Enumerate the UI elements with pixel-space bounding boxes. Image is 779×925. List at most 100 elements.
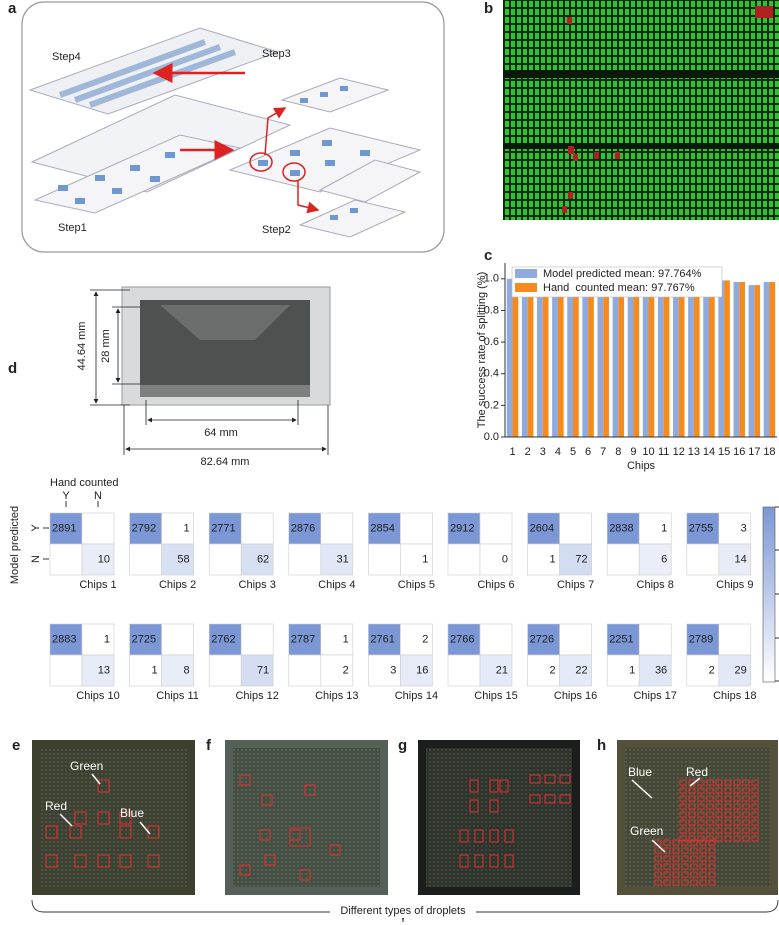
legend-label: Hand counted mean: 97.767%: [543, 282, 695, 294]
matrix-cell: [320, 654, 354, 687]
bar: [573, 278, 579, 437]
droplet-region: [672, 863, 680, 870]
droplet-region: [469, 779, 479, 793]
droplet-region: [681, 879, 689, 886]
cell-value: 2: [422, 633, 428, 645]
legend-swatch: [515, 269, 537, 278]
droplet-region: [706, 803, 714, 810]
droplet-region: [74, 811, 87, 825]
cell-value: 2726: [530, 633, 554, 645]
droplet-region: [663, 855, 671, 862]
pointer: [631, 779, 653, 799]
legend-label: Model predicted mean: 97.764%: [543, 268, 702, 280]
bar: [567, 280, 573, 437]
device-diagram: 44.64 mm 28 mm 64 mm 82.64 mm: [76, 286, 331, 468]
matrix-cell: [129, 543, 162, 576]
cell-value: 2891: [52, 522, 76, 534]
bar: [612, 280, 619, 437]
droplet-region: [679, 803, 687, 810]
droplet-region: [672, 871, 680, 878]
y-class-label: N: [30, 555, 42, 563]
panel-label: g: [398, 737, 407, 754]
matrix-cell: [208, 543, 242, 576]
photo-texture: [233, 748, 380, 887]
caption: Different types of droplets: [340, 905, 466, 917]
droplet-region: [733, 803, 741, 810]
cell-value: 2: [549, 664, 555, 676]
droplet-region: [751, 779, 759, 786]
droplet-region: [751, 803, 759, 810]
droplet-region: [679, 835, 687, 842]
cell-value: 16: [416, 664, 428, 676]
x-tick-label: 3: [540, 446, 546, 458]
droplet-region: [688, 827, 696, 834]
droplet-region: [751, 811, 759, 818]
cell-value: 36: [655, 664, 667, 676]
cell-value: 22: [575, 664, 587, 676]
matrix-cell: [638, 623, 672, 656]
matrix-cell: [686, 654, 720, 687]
matrix-cell: [718, 623, 752, 656]
cell-value: 2912: [450, 522, 474, 534]
droplet-region: [706, 811, 714, 818]
cell-value: 1: [661, 522, 667, 534]
photo-label: Red: [45, 799, 67, 813]
matrix-cell: [400, 623, 433, 656]
cell-value: 14: [735, 553, 747, 565]
droplet-region: [289, 827, 311, 847]
droplet-region: [699, 855, 707, 862]
droplet-region: [459, 829, 469, 843]
droplet-region: [690, 847, 698, 854]
matrix-cell: [368, 623, 401, 656]
matrix-label: Chips 11: [156, 690, 199, 702]
matrix-cell: [288, 654, 322, 687]
dimension-label: 82.64 mm: [201, 456, 250, 468]
matrix-cell: [49, 623, 83, 656]
droplet-region: [679, 795, 687, 802]
bar: [588, 278, 594, 437]
matrix-label: Chips 1: [79, 579, 116, 591]
droplet-region: [261, 794, 273, 806]
pointer: [91, 773, 101, 785]
matrix-cell: [208, 623, 242, 656]
droplet-region: [688, 819, 696, 826]
droplet-region: [715, 819, 723, 826]
droplet-region: [742, 795, 750, 802]
droplet-region: [45, 825, 58, 839]
droplet-region: [489, 779, 499, 793]
droplet-region: [681, 855, 689, 862]
droplet-region: [724, 835, 732, 842]
droplet-region: [259, 829, 271, 841]
matrix-cell: [81, 623, 115, 656]
matrix-cell: [718, 512, 752, 545]
brace: [31, 899, 779, 923]
matrix-cell: [288, 543, 322, 576]
bar: [633, 280, 640, 437]
droplet-region: [724, 803, 732, 810]
cell-value: 2725: [132, 633, 156, 645]
photo-label: Green: [630, 824, 663, 838]
droplet-region: [733, 835, 741, 842]
panel-label: d: [8, 360, 17, 377]
droplet-region: [654, 871, 662, 878]
droplet-region: [672, 855, 680, 862]
matrix-label: Chips 4: [318, 579, 355, 591]
droplet-region: [264, 854, 276, 866]
droplet-region: [699, 879, 707, 886]
droplet-region: [742, 787, 750, 794]
pointer: [689, 777, 701, 787]
x-tick-label: 11: [658, 446, 669, 458]
cell-value: 2854: [370, 522, 394, 534]
x-tick-label: 12: [673, 446, 685, 458]
droplet-region: [742, 803, 750, 810]
droplet-region: [489, 799, 499, 813]
matrix-cell: [479, 543, 513, 576]
cell-value: 2876: [291, 522, 315, 534]
photo-texture: [40, 748, 187, 887]
droplet-region: [681, 863, 689, 870]
droplet-region: [706, 827, 714, 834]
matrix-cell: [606, 654, 640, 687]
bar: [642, 280, 649, 437]
panel-label: f: [206, 737, 212, 754]
matrix-cell: [606, 512, 640, 545]
